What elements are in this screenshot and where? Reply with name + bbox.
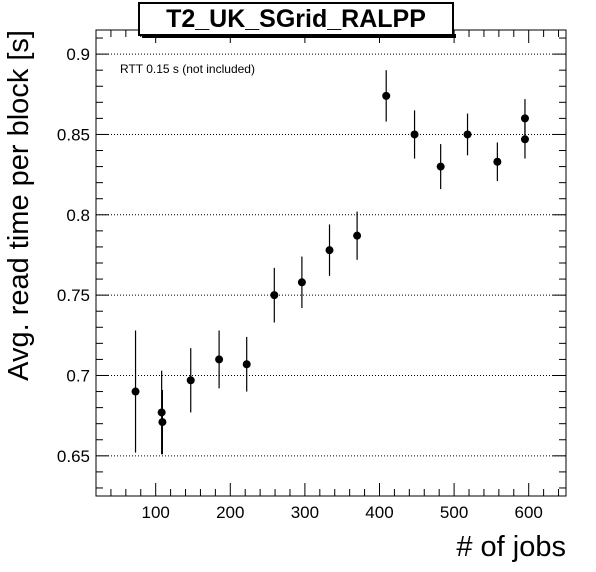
data-point <box>382 91 391 100</box>
data-point <box>410 130 419 139</box>
x-tick-label: 500 <box>440 503 468 522</box>
y-tick-label: 0.75 <box>57 286 90 305</box>
data-point <box>520 114 529 123</box>
data-point <box>215 355 224 364</box>
chart-title: T2_UK_SGrid_RALPP <box>138 2 454 36</box>
annotation: RTT 0.15 s (not included) <box>120 62 255 76</box>
grid-lines <box>96 53 566 457</box>
x-tick-label: 300 <box>291 503 319 522</box>
data-point <box>520 135 529 144</box>
data-point <box>158 418 167 427</box>
y-axis-label: Avg. read time per block [s] <box>3 30 35 381</box>
y-tick-label: 0.8 <box>66 206 90 225</box>
data-point <box>131 387 140 396</box>
title-shadow <box>142 34 456 38</box>
data-points <box>131 70 529 455</box>
data-point <box>463 130 472 139</box>
data-point <box>297 278 306 287</box>
x-tick-label: 200 <box>216 503 244 522</box>
data-point <box>493 157 502 166</box>
data-point <box>242 360 251 369</box>
data-point <box>325 246 334 255</box>
y-tick-label: 0.9 <box>66 45 90 64</box>
tick-labels: 0.65 0.7 0.75 0.8 0.85 0.9 100 200 300 400 500 600 <box>57 45 543 522</box>
x-tick-label: 100 <box>141 503 169 522</box>
data-point <box>436 162 445 171</box>
data-point <box>186 376 195 385</box>
x-tick-label: 600 <box>515 503 543 522</box>
y-tick-label: 0.7 <box>66 366 90 385</box>
plot-frame <box>95 29 567 497</box>
axis-ticks <box>95 30 566 496</box>
x-tick-label: 400 <box>365 503 393 522</box>
data-point <box>157 408 166 417</box>
data-point <box>270 291 279 300</box>
y-tick-label: 0.85 <box>57 125 90 144</box>
y-tick-label: 0.65 <box>57 447 90 466</box>
x-axis-label: # of jobs <box>456 531 566 563</box>
data-point <box>353 231 362 240</box>
